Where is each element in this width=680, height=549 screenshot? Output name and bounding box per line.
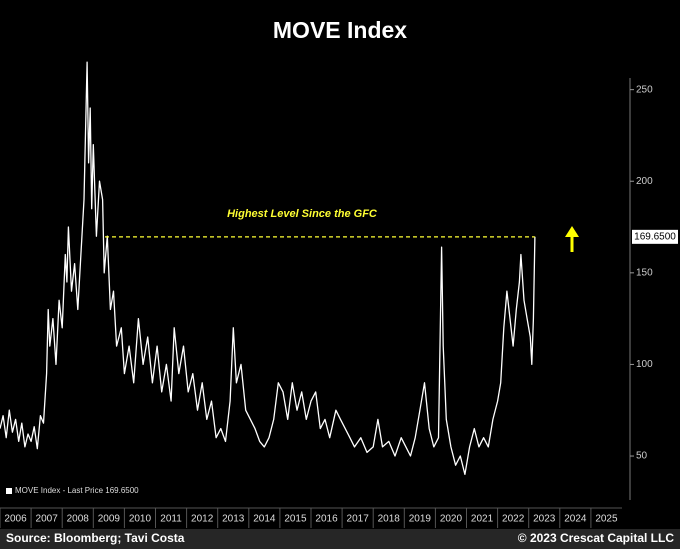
- x-tick-label: 2023: [533, 514, 556, 525]
- arrow: [565, 226, 579, 252]
- copyright: © 2023 Crescat Capital LLC: [518, 531, 675, 545]
- x-tick-label: 2015: [284, 514, 307, 525]
- x-tick-label: 2017: [347, 514, 370, 525]
- source: Source: Bloomberg; Tavi Costa: [6, 531, 185, 545]
- x-tick-label: 2019: [409, 514, 432, 525]
- y-tick-label: 200: [636, 176, 653, 187]
- last-value-label: 169.6500: [634, 231, 676, 242]
- x-tick-label: 2016: [315, 514, 338, 525]
- series-line: [0, 61, 536, 476]
- annotation: Highest Level Since the GFC: [227, 208, 378, 220]
- x-tick-label: 2011: [160, 514, 182, 525]
- legend-label: MOVE Index - Last Price 169.6500: [15, 486, 139, 495]
- chart-title: MOVE Index: [273, 17, 407, 43]
- y-tick-label: 150: [636, 267, 653, 278]
- x-tick-label: 2022: [502, 514, 525, 525]
- y-tick-label: 50: [636, 451, 648, 462]
- last-value-box: [632, 229, 678, 244]
- y-tick-label: 100: [636, 359, 653, 370]
- x-tick-label: 2018: [378, 514, 401, 525]
- x-tick-label: 2008: [67, 514, 90, 525]
- x-tick-label: 2014: [253, 514, 276, 525]
- legend-swatch: [6, 488, 12, 494]
- x-tick-label: 2007: [36, 514, 59, 525]
- x-tick-label: 2010: [129, 514, 152, 525]
- x-tick-label: 2012: [191, 514, 214, 525]
- footer-bar: [0, 529, 680, 549]
- x-tick-label: 2020: [440, 514, 463, 525]
- x-tick-label: 2021: [471, 514, 494, 525]
- arrow-head: [565, 226, 579, 237]
- x-tick-label: 2024: [564, 514, 587, 525]
- x-tick-label: 2009: [98, 514, 121, 525]
- x-tick-label: 2006: [4, 514, 27, 525]
- x-tick-label: 2013: [222, 514, 245, 525]
- x-tick-label: 2025: [595, 514, 618, 525]
- y-tick-label: 250: [636, 84, 653, 95]
